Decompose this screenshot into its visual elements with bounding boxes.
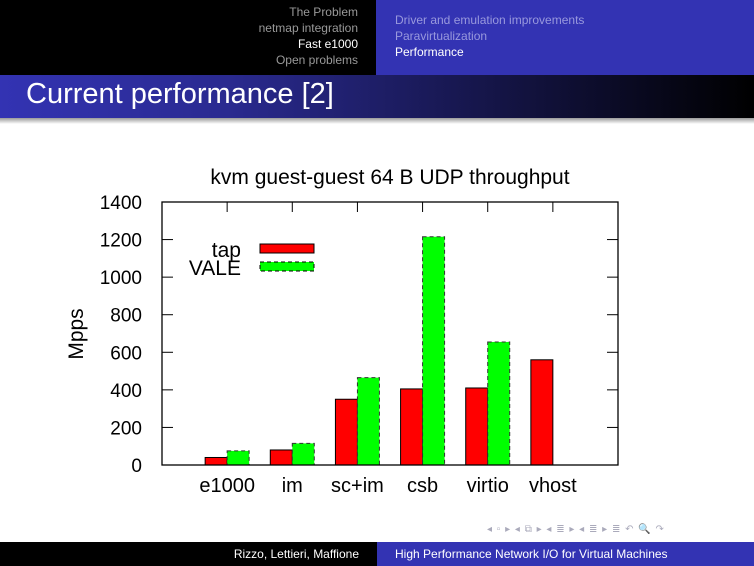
y-tick-label: 600: [110, 343, 142, 364]
y-tick-label: 800: [110, 306, 142, 327]
x-tick-label: vhost: [529, 475, 577, 497]
x-tick-label: csb: [407, 475, 438, 497]
section-link[interactable]: Open problems: [275, 53, 358, 67]
subsection-link[interactable]: Driver and emulation improvements: [395, 13, 585, 27]
x-tick-label: virtio: [467, 475, 509, 497]
beamer-navigation[interactable]: ◂ ▫ ▸ ◂ ⧉ ▸ ◂ ≣ ▸ ◂ ≣ ▸ ≣ ↶ 🔍 ↷: [487, 524, 665, 535]
y-axis-label: Mpps: [65, 308, 88, 359]
section-link[interactable]: The Problem: [289, 5, 358, 19]
legend-label: VALE: [189, 257, 241, 280]
legend-swatch: [259, 261, 315, 272]
x-tick-label: sc+im: [331, 475, 384, 497]
footer-title-box: High Performance Network I/O for Virtual…: [377, 542, 754, 566]
plot-frame: [161, 201, 619, 466]
y-tick-label: 1000: [100, 268, 142, 289]
bar-vale: [291, 442, 315, 466]
bar-vale: [487, 341, 511, 466]
bar-vale: [226, 450, 250, 466]
bar-tap: [204, 456, 228, 466]
y-tick-label: 400: [110, 381, 142, 402]
legend-label: tap: [212, 239, 241, 262]
section-nav: The Problem netmap integration Fast e100…: [0, 0, 376, 75]
y-tick-label: 1200: [100, 231, 142, 252]
footer-authors-box: Rizzo, Lettieri, Maffione: [0, 542, 377, 566]
title-bar: Current performance [2]: [0, 75, 754, 118]
subsection-link[interactable]: Paravirtualization: [395, 29, 488, 43]
section-link[interactable]: netmap integration: [258, 21, 358, 35]
bar-tap: [465, 387, 489, 466]
title-shadow: [0, 118, 754, 124]
legend-swatch: [259, 243, 315, 254]
bar-tap: [269, 449, 293, 466]
section-link-active[interactable]: Fast e1000: [297, 37, 358, 51]
bar-chart: kvm guest-guest 64 B UDP throughput Mpps…: [65, 166, 619, 497]
bar-tap: [334, 398, 358, 466]
subsection-nav: Driver and emulation improvements Paravi…: [376, 0, 754, 75]
bar-tap: [400, 388, 424, 466]
x-tick-label: im: [282, 475, 303, 497]
footer-title: High Performance Network I/O for Virtual…: [395, 547, 668, 561]
bar-tap: [530, 359, 554, 466]
subsection-link-active[interactable]: Performance: [395, 45, 464, 59]
footer-authors: Rizzo, Lettieri, Maffione: [233, 547, 359, 561]
bar-vale: [422, 236, 446, 466]
x-tick-label: e1000: [199, 475, 255, 497]
slide-title: Current performance [2]: [26, 78, 334, 110]
y-tick-label: 0: [131, 456, 142, 477]
bar-vale: [356, 377, 380, 466]
chart-title: kvm guest-guest 64 B UDP throughput: [210, 166, 569, 189]
y-tick-label: 1400: [100, 193, 142, 214]
y-tick-label: 200: [110, 418, 142, 439]
